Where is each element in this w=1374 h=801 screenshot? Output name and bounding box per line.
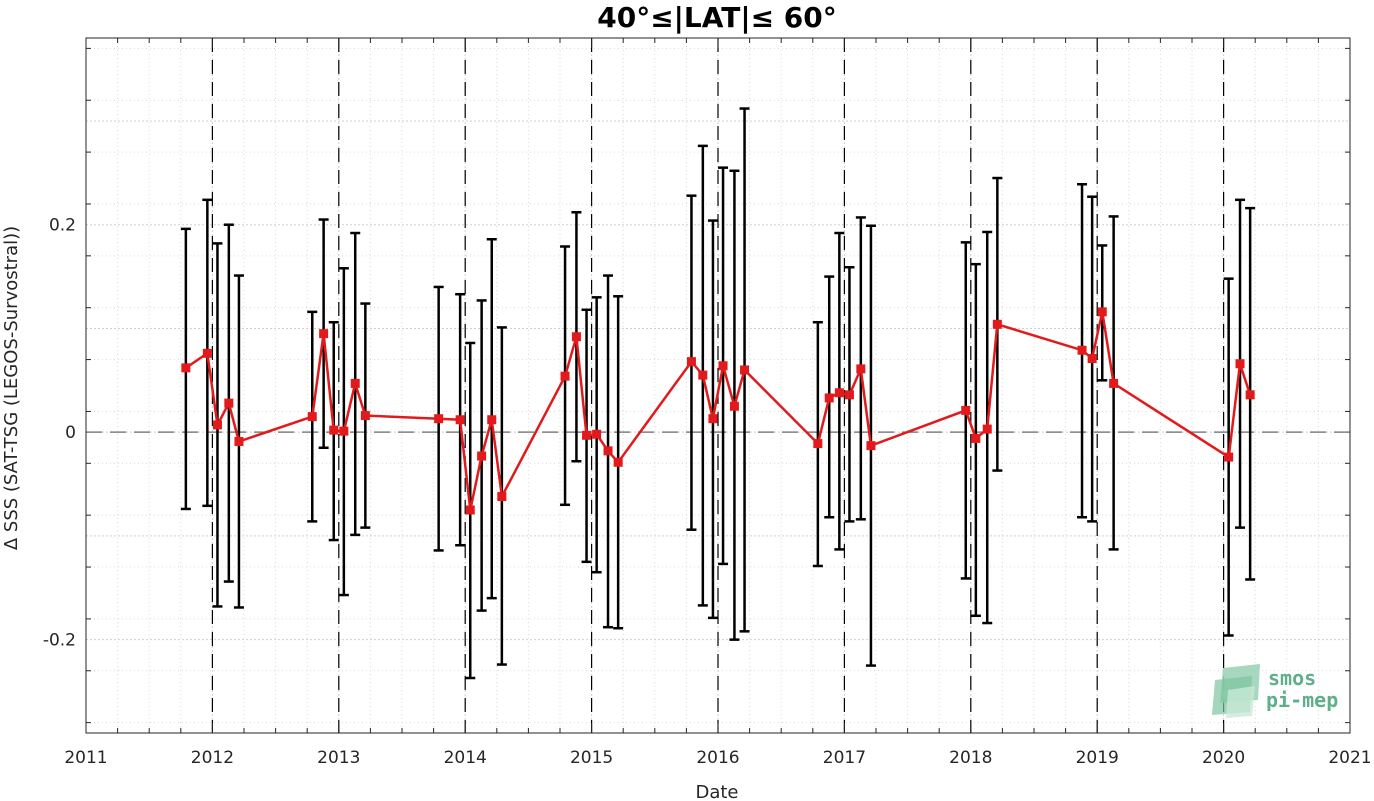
data-point <box>1077 345 1087 355</box>
y-axis-label: Δ SSS (SAT-TSG (LEGOS-Survostral)) <box>1 226 22 550</box>
data-point <box>1109 378 1119 388</box>
y-tick-label: 0 <box>65 423 76 443</box>
x-tick-label: 2017 <box>823 748 866 768</box>
data-point <box>455 415 465 425</box>
data-point <box>613 457 623 467</box>
data-point <box>350 378 360 388</box>
chart-title: 40°≤|LAT|≤ 60° <box>597 1 837 34</box>
data-point <box>1245 390 1255 400</box>
data-point <box>560 371 570 381</box>
smos-pi-mep-logo: smos pi-mep <box>1212 664 1338 718</box>
axis-ticks <box>85 38 1351 733</box>
data-point <box>582 430 592 440</box>
data-point <box>212 420 222 430</box>
data-point <box>202 348 212 358</box>
data-point <box>834 388 844 398</box>
y-tick-label: -0.2 <box>43 631 76 651</box>
data-point <box>961 405 971 415</box>
data-point <box>824 393 834 403</box>
year-boundary-lines <box>211 38 1225 733</box>
x-tick-label: 2014 <box>444 748 487 768</box>
logo-text-pi-mep: pi-mep <box>1266 688 1338 712</box>
data-point <box>487 415 497 425</box>
data-point <box>477 451 487 461</box>
data-point <box>982 424 992 434</box>
data-point <box>319 329 329 339</box>
data-point <box>497 491 507 501</box>
data-point <box>434 414 444 424</box>
x-tick-label: 2011 <box>64 748 107 768</box>
data-point <box>465 505 475 515</box>
data-point <box>708 414 718 424</box>
x-axis-label: Date <box>695 782 738 801</box>
data-point <box>698 370 708 380</box>
data-point <box>1097 307 1107 317</box>
series-markers <box>181 307 1255 515</box>
x-tick-label: 2016 <box>696 748 739 768</box>
series-line <box>185 311 1252 511</box>
x-tick-label: 2012 <box>191 748 234 768</box>
data-point <box>224 398 234 408</box>
data-point <box>844 390 854 400</box>
data-point <box>1087 354 1097 364</box>
x-tick-labels: 2011 2012 2013 2014 2015 2016 2017 2018 2019 2020… <box>64 748 1371 768</box>
data-point <box>866 441 876 451</box>
data-point <box>603 446 613 456</box>
data-point <box>360 411 370 421</box>
data-point <box>718 361 728 371</box>
data-point <box>1224 452 1234 462</box>
data-point <box>592 429 602 439</box>
data-point <box>992 319 1002 329</box>
x-tick-label: 2020 <box>1202 748 1245 768</box>
data-point <box>686 357 696 367</box>
data-point <box>729 401 739 411</box>
data-point <box>813 439 823 449</box>
x-tick-label: 2013 <box>317 748 360 768</box>
data-point <box>1235 359 1245 369</box>
x-tick-label: 2019 <box>1076 748 1119 768</box>
data-point <box>571 332 581 342</box>
data-point <box>971 433 981 443</box>
y-tick-label: 0.2 <box>49 216 76 236</box>
logo-text-smos: smos <box>1268 666 1316 690</box>
data-point <box>329 425 339 435</box>
data-point <box>856 364 866 374</box>
x-tick-label: 2021 <box>1328 748 1371 768</box>
x-tick-label: 2015 <box>570 748 613 768</box>
y-tick-labels: -0.2 0 0.2 <box>43 216 76 651</box>
data-point <box>181 363 191 373</box>
data-point <box>307 412 317 422</box>
plot-frame <box>85 37 1351 734</box>
data-point <box>339 426 349 436</box>
logo-mark-icon <box>1212 664 1260 718</box>
data-point <box>234 437 244 447</box>
x-tick-label: 2018 <box>949 748 992 768</box>
data-point <box>740 365 750 375</box>
